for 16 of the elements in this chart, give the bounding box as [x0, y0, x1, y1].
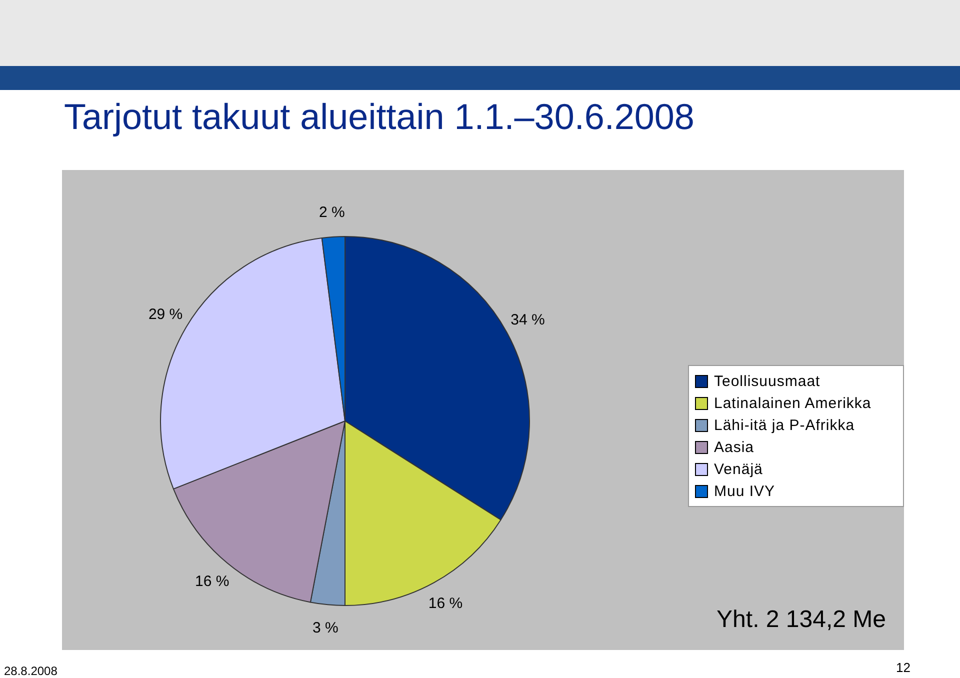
data-label: 29 % — [148, 306, 183, 324]
legend-label: Venäjä — [714, 460, 763, 478]
data-label: 2 % — [318, 204, 345, 222]
legend-label: Teollisuusmaat — [714, 372, 820, 390]
legend-label: Aasia — [714, 438, 754, 456]
data-label: 3 % — [312, 620, 338, 637]
legend-label: Latinalainen Amerikka — [714, 394, 872, 412]
legend-label: Muu IVY — [714, 482, 776, 500]
text: 12 — [896, 660, 910, 675]
text: 28.8.2008 — [4, 664, 58, 678]
data-label: 16 % — [428, 594, 463, 612]
chart-title: Tarjotut takuut alueittain 1.1.–30.6.2008 — [64, 96, 694, 138]
legend-label: Lähi-itä ja P-Afrikka — [714, 416, 855, 434]
data-label: 34 % — [510, 312, 545, 329]
text: Yht. 2 134,2 Me — [716, 606, 886, 634]
data-label: 16 % — [194, 572, 230, 590]
